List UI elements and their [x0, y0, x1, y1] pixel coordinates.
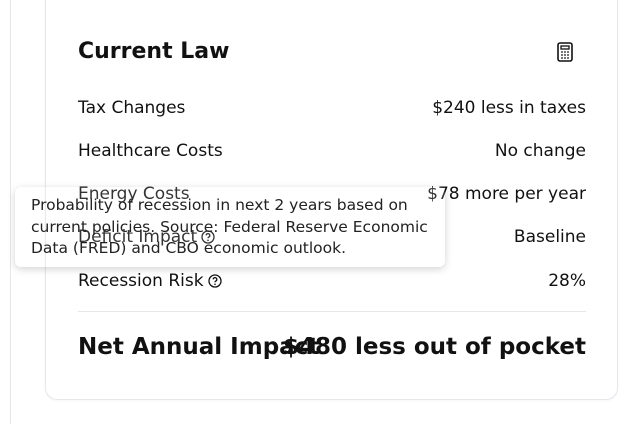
- help-icon[interactable]: [207, 274, 222, 288]
- card-title: Current Law: [78, 39, 230, 64]
- total-row: Net Annual Impact $480 less out of pocke…: [78, 331, 586, 363]
- row-label: Tax Changes: [78, 98, 186, 118]
- row-label-group: Deficit Impact: [78, 225, 215, 249]
- row-label-group: Energy Costs: [78, 182, 190, 206]
- row-label: Energy Costs: [78, 184, 190, 204]
- total-label: Net Annual Impact: [78, 334, 320, 360]
- row-value: 28%: [548, 271, 586, 291]
- row-value: No change: [494, 141, 586, 161]
- row: Healthcare Costs No change: [78, 139, 586, 163]
- row-label-group: Recession Risk: [78, 269, 222, 293]
- row-label-group: Tax Changes: [78, 96, 185, 120]
- divider: [78, 311, 586, 312]
- total-value: $480 less out of pocket: [282, 334, 586, 360]
- row: Tax Changes $240 less in taxes: [78, 96, 586, 120]
- row-label: Recession Risk: [78, 271, 204, 291]
- row-value: $240 less in taxes: [432, 98, 586, 118]
- calculator-icon[interactable]: [556, 42, 574, 62]
- card: [45, 0, 618, 400]
- row: Recession Risk 28%: [78, 269, 586, 293]
- row-label: Deficit Impact: [78, 227, 198, 247]
- row-value: $78 more per year: [427, 184, 586, 204]
- panel-edge: [10, 0, 11, 424]
- help-icon[interactable]: [201, 230, 215, 244]
- row-label: Healthcare Costs: [78, 141, 223, 161]
- row-value: Baseline: [513, 227, 586, 247]
- row: Energy Costs $78 more per year: [78, 182, 586, 206]
- tooltip: Probability of recession in next 2 years…: [15, 187, 445, 267]
- row-label-group: Healthcare Costs: [78, 139, 223, 163]
- row: Deficit Impact Baseline: [78, 225, 586, 249]
